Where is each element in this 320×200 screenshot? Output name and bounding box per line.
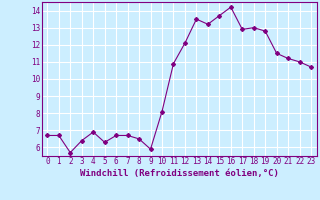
X-axis label: Windchill (Refroidissement éolien,°C): Windchill (Refroidissement éolien,°C) xyxy=(80,169,279,178)
